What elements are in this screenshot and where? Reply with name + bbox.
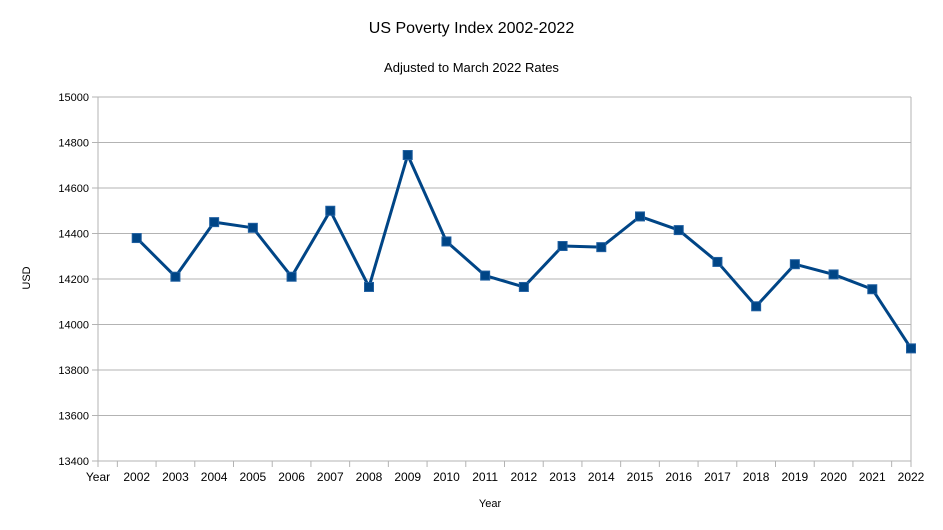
y-tick-label: 13400 xyxy=(58,456,89,468)
y-tick-label: 14600 xyxy=(58,183,89,195)
y-axis-label: USD xyxy=(21,266,33,290)
data-point xyxy=(906,343,916,354)
x-tick-label: 2021 xyxy=(859,470,886,484)
x-tick-label: 2011 xyxy=(472,470,498,484)
x-tick-label: 2016 xyxy=(665,470,692,484)
y-tick-label: 13600 xyxy=(58,411,89,423)
x-tick-label: 2022 xyxy=(898,470,925,484)
chart-title: US Poverty Index 2002-2022 xyxy=(368,20,575,37)
x-tick-label: 2007 xyxy=(317,470,344,484)
data-point xyxy=(325,205,336,216)
data-point xyxy=(209,217,220,228)
x-tick-label: 2004 xyxy=(201,470,228,484)
data-point xyxy=(518,281,529,292)
x-axis-label: Year xyxy=(478,498,502,510)
x-tick-label: 2014 xyxy=(588,470,615,484)
data-point xyxy=(596,242,607,253)
data-point xyxy=(828,269,839,280)
y-tick-label: 15000 xyxy=(58,92,89,104)
data-point xyxy=(673,225,684,236)
data-point xyxy=(441,236,452,247)
x-tick-label: 2018 xyxy=(743,470,770,484)
data-point xyxy=(867,284,878,295)
x-tick-label: 2020 xyxy=(820,470,847,484)
y-tick-label: 13800 xyxy=(58,365,89,377)
x-tick-label: 2017 xyxy=(704,470,731,484)
x-tick-label: 2019 xyxy=(782,470,809,484)
x-axis-ticks: Year 2002 2003 2004 2005 2006 2007 2008 2009 2010… xyxy=(86,461,925,484)
y-tick-label: 14400 xyxy=(58,229,89,241)
data-point xyxy=(789,259,800,270)
data-point xyxy=(751,301,762,312)
data-point xyxy=(402,150,413,161)
y-tick-label: 14800 xyxy=(58,138,89,150)
chart-subtitle: Adjusted to March 2022 Rates xyxy=(384,60,559,75)
series-line xyxy=(135,153,913,350)
x-tick-label: 2012 xyxy=(511,470,538,484)
x-tick-label: 2006 xyxy=(278,470,305,484)
data-point xyxy=(247,222,258,233)
y-axis-ticks: 13400 13600 13800 14000 14200 14400 14600 14800… xyxy=(58,92,89,468)
y-tick-label: 14000 xyxy=(58,320,89,332)
x-tick-label: 2015 xyxy=(627,470,654,484)
series-layer xyxy=(131,150,916,354)
data-point xyxy=(286,271,297,282)
x-tick-label: 2002 xyxy=(123,470,150,484)
data-point xyxy=(170,271,181,282)
data-point xyxy=(635,211,645,222)
x-tick-label: 2013 xyxy=(549,470,576,484)
x-tick-label: 2009 xyxy=(394,470,421,484)
data-point xyxy=(712,256,723,267)
y-tick-label: 14200 xyxy=(58,274,89,286)
x-tick-label: 2003 xyxy=(162,470,189,484)
x-tick-label: 2008 xyxy=(356,470,383,484)
data-point xyxy=(480,270,491,281)
x-tick-label: 2010 xyxy=(433,470,460,484)
data-point xyxy=(557,241,568,252)
data-point xyxy=(131,233,142,244)
x-tick-label: Year xyxy=(86,470,110,484)
gridlines xyxy=(92,96,912,467)
data-point xyxy=(364,281,374,292)
x-tick-label: 2005 xyxy=(240,470,267,484)
